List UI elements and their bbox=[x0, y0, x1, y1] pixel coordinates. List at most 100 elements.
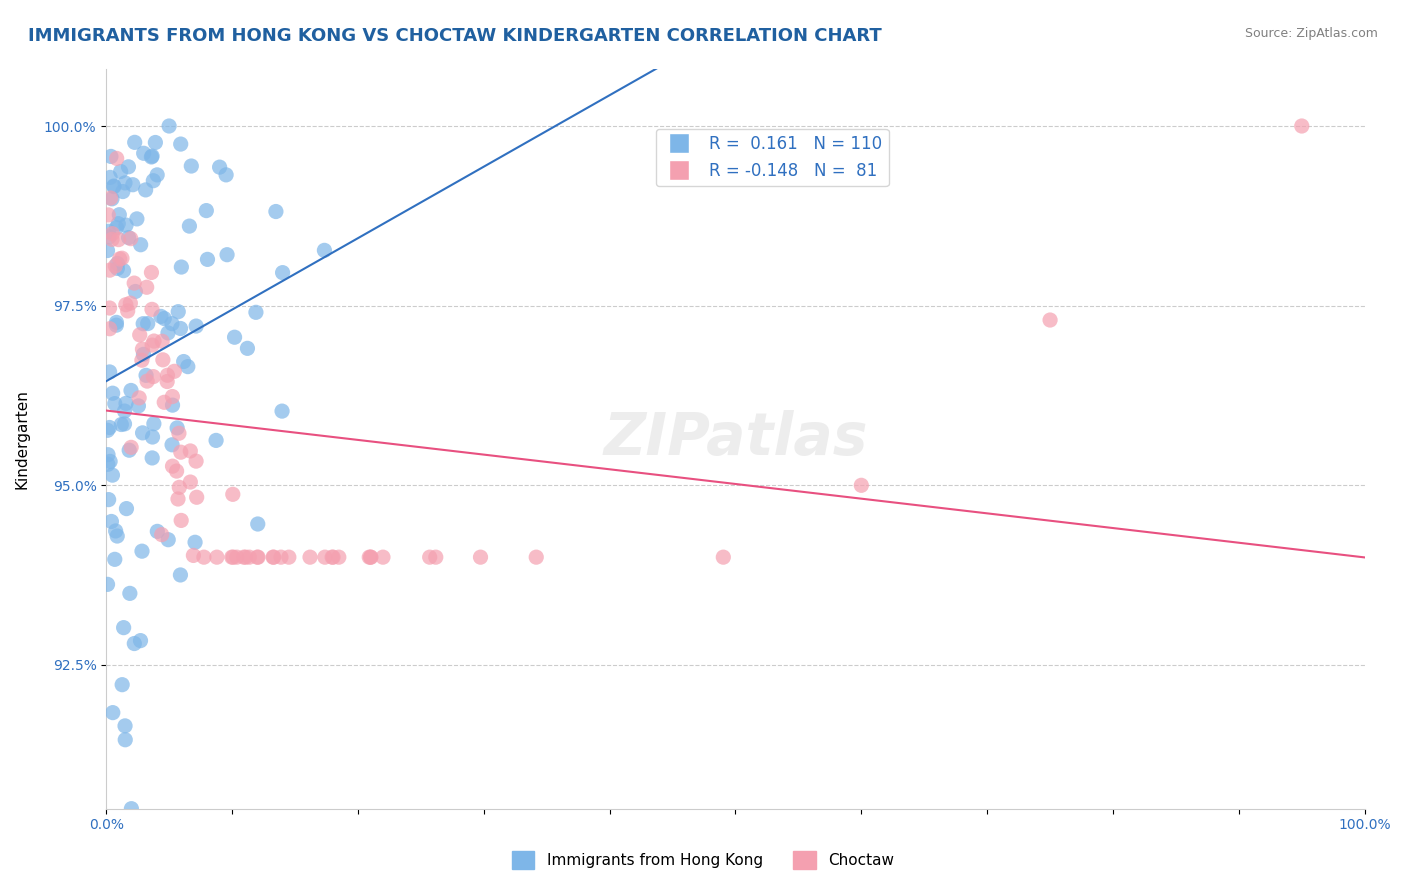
Point bbox=[246, 550, 269, 565]
Point bbox=[105, 152, 128, 166]
Point bbox=[131, 425, 153, 440]
Point bbox=[96, 423, 118, 437]
Point bbox=[98, 230, 121, 244]
Point bbox=[97, 224, 120, 238]
Point bbox=[97, 208, 120, 222]
Point bbox=[150, 527, 173, 541]
Point bbox=[247, 550, 270, 565]
Point bbox=[129, 237, 152, 252]
Point bbox=[115, 501, 138, 516]
Point bbox=[246, 516, 269, 531]
Point bbox=[120, 232, 142, 246]
Point bbox=[111, 185, 134, 199]
Point bbox=[131, 544, 153, 558]
Point bbox=[156, 375, 179, 389]
Point bbox=[186, 319, 208, 334]
Point bbox=[170, 445, 193, 459]
Point bbox=[100, 149, 122, 163]
Point bbox=[142, 417, 165, 431]
Point bbox=[101, 706, 124, 720]
Point bbox=[143, 334, 166, 348]
Point bbox=[262, 550, 284, 565]
Point bbox=[98, 263, 121, 277]
Point bbox=[114, 417, 136, 431]
Point bbox=[97, 457, 120, 471]
Point bbox=[98, 170, 121, 185]
Point bbox=[711, 550, 734, 565]
Point bbox=[100, 191, 122, 205]
Legend: Immigrants from Hong Kong, Choctaw: Immigrants from Hong Kong, Choctaw bbox=[505, 845, 901, 875]
Point bbox=[125, 211, 148, 226]
Point bbox=[96, 244, 118, 258]
Point bbox=[141, 450, 163, 465]
Point bbox=[314, 244, 336, 258]
Point bbox=[105, 318, 128, 333]
Point bbox=[142, 369, 165, 384]
Point bbox=[101, 386, 124, 401]
Point bbox=[101, 192, 124, 206]
Point bbox=[98, 420, 121, 434]
Point bbox=[179, 444, 201, 458]
Point bbox=[101, 468, 124, 483]
Point bbox=[149, 310, 172, 324]
Point bbox=[153, 311, 176, 326]
Point bbox=[141, 265, 163, 279]
Point bbox=[131, 353, 153, 368]
Point bbox=[104, 259, 127, 273]
Point bbox=[115, 298, 138, 312]
Point bbox=[157, 119, 180, 133]
Point bbox=[264, 204, 287, 219]
Point bbox=[179, 475, 201, 489]
Point bbox=[193, 550, 215, 565]
Point bbox=[117, 304, 139, 318]
Point bbox=[195, 203, 218, 218]
Point bbox=[177, 359, 200, 374]
Point bbox=[1039, 313, 1062, 327]
Point bbox=[271, 404, 294, 418]
Point bbox=[128, 391, 150, 405]
Point bbox=[107, 217, 129, 231]
Point bbox=[197, 252, 219, 267]
Point bbox=[104, 396, 127, 410]
Point bbox=[271, 266, 294, 280]
Point bbox=[98, 454, 121, 468]
Point bbox=[132, 146, 155, 161]
Point bbox=[150, 334, 173, 349]
Point bbox=[245, 305, 267, 319]
Point bbox=[160, 438, 183, 452]
Point bbox=[110, 417, 132, 432]
Point bbox=[156, 368, 179, 383]
Point bbox=[170, 137, 193, 152]
Point bbox=[156, 326, 179, 340]
Point bbox=[101, 232, 124, 246]
Point bbox=[205, 550, 228, 565]
Point bbox=[163, 364, 186, 378]
Point bbox=[120, 802, 142, 816]
Point bbox=[221, 550, 243, 565]
Point bbox=[160, 317, 183, 331]
Point bbox=[162, 390, 184, 404]
Point bbox=[120, 296, 142, 310]
Point bbox=[167, 491, 190, 506]
Point bbox=[371, 550, 394, 565]
Point bbox=[419, 550, 441, 565]
Point bbox=[136, 374, 159, 388]
Point bbox=[167, 304, 190, 318]
Point bbox=[222, 487, 245, 501]
Point bbox=[173, 354, 195, 368]
Point bbox=[114, 176, 136, 190]
Point bbox=[141, 338, 163, 352]
Point bbox=[167, 426, 190, 441]
Point bbox=[132, 347, 155, 361]
Point bbox=[222, 550, 245, 565]
Point bbox=[328, 550, 350, 565]
Text: IMMIGRANTS FROM HONG KONG VS CHOCTAW KINDERGARTEN CORRELATION CHART: IMMIGRANTS FROM HONG KONG VS CHOCTAW KIN… bbox=[28, 27, 882, 45]
Point bbox=[105, 261, 128, 276]
Point bbox=[141, 430, 163, 444]
Point bbox=[100, 515, 122, 529]
Point bbox=[114, 732, 136, 747]
Point bbox=[120, 441, 142, 455]
Point bbox=[104, 524, 127, 538]
Point bbox=[114, 719, 136, 733]
Point bbox=[277, 550, 299, 565]
